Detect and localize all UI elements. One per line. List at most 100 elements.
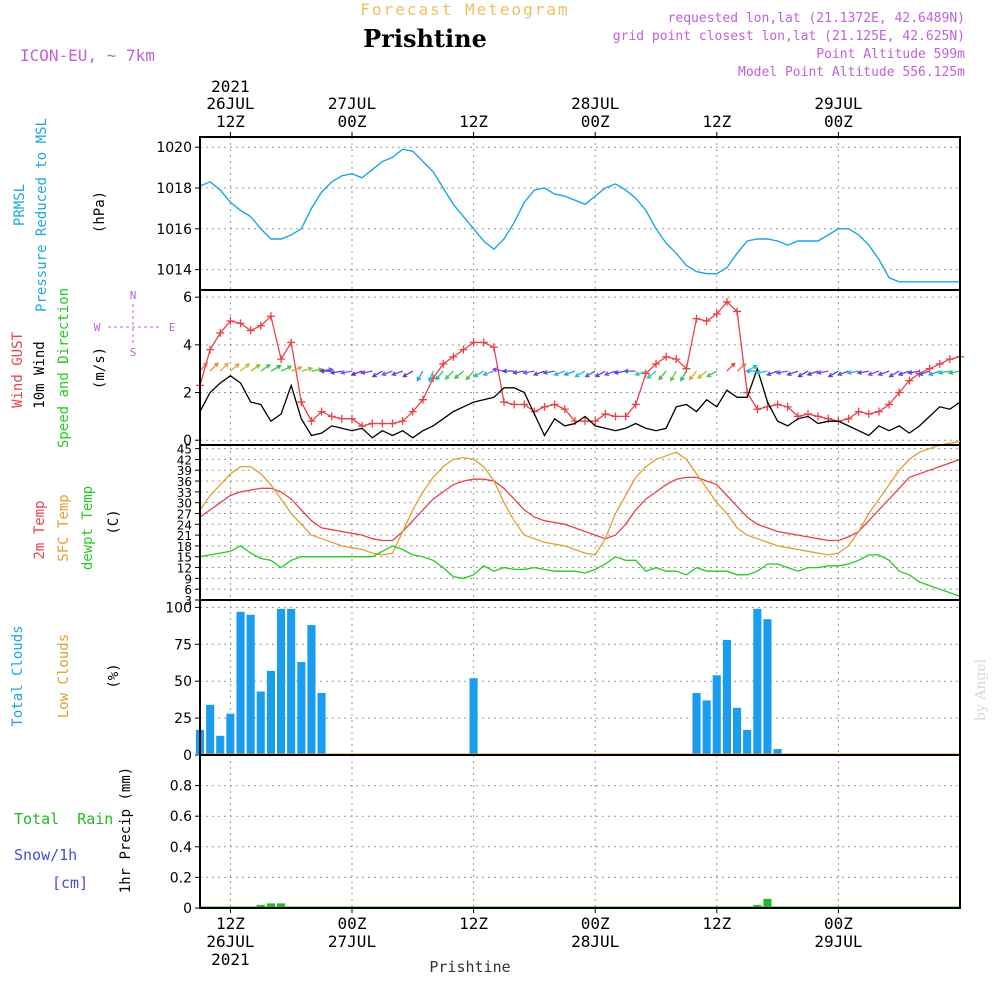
y-tick-label: 18 — [177, 540, 192, 554]
wind-arrow — [706, 370, 718, 378]
y-tick-label: 4 — [183, 338, 192, 354]
wind-arrow — [532, 370, 545, 377]
wind-arrow — [867, 370, 880, 377]
gust-marker — [864, 410, 873, 418]
total-clouds-label: Total Clouds — [10, 625, 26, 726]
wind-arrow — [563, 370, 576, 377]
gust-marker — [500, 398, 508, 407]
compass-w: W — [94, 321, 101, 334]
time-label-bottom: 12Z — [702, 914, 731, 933]
panel-pressure: 1014 1016 1018 1020 — [156, 136, 961, 291]
gust-marker — [266, 312, 275, 321]
time-label-bottom: 27JUL — [328, 932, 376, 951]
wind-arrow — [786, 370, 799, 377]
wind-arrow — [623, 368, 636, 374]
wind-arrow — [360, 369, 373, 375]
gust-marker — [712, 309, 721, 318]
y-tick-label: 1018 — [156, 181, 192, 197]
gust-marker — [408, 407, 417, 416]
footer-location: Prishtine — [429, 958, 510, 976]
gust-marker — [236, 319, 245, 328]
gust-marker — [540, 402, 549, 411]
wind-arrow — [319, 368, 332, 374]
gust-marker — [631, 400, 640, 409]
wind-arrow — [937, 369, 951, 375]
y-tick-label: 3 — [184, 594, 192, 608]
wind-arrow — [301, 366, 314, 372]
gust-marker — [216, 328, 225, 337]
bar — [753, 608, 762, 755]
gust-marker — [935, 359, 944, 368]
wind-arrow — [766, 370, 778, 377]
gust-marker — [520, 400, 529, 409]
temp-unit: (C) — [106, 509, 122, 534]
wind-arrow — [350, 370, 363, 377]
wind-arrow — [219, 362, 229, 372]
wind-arrow — [290, 366, 303, 372]
wind-arrow — [816, 369, 829, 375]
location-title: Prishtine — [363, 24, 487, 53]
wind-unit: (m/s) — [92, 347, 108, 389]
sfc-label: SFC Temp — [56, 494, 72, 561]
time-label-top: 28JUL — [571, 94, 619, 113]
y-tick-label: 12 — [177, 562, 192, 576]
series-sfc-temp — [199, 440, 961, 556]
time-label-top: 29JUL — [814, 94, 862, 113]
wind-arrow — [688, 370, 697, 381]
y-tick-label: 45 — [177, 443, 192, 457]
bar — [743, 729, 752, 755]
wind-arrow — [603, 370, 616, 377]
bar — [246, 614, 255, 755]
compass-e: E — [169, 321, 176, 334]
wind-arrow — [553, 370, 566, 377]
panel-precip: 0 0.2 0.4 0.6 0.8 — [170, 754, 961, 917]
gust-marker — [317, 407, 326, 416]
wind-label: 10m Wind — [32, 341, 48, 408]
bar — [236, 611, 245, 755]
bar — [266, 670, 275, 755]
gust-marker — [560, 405, 569, 414]
wind-arrow — [444, 370, 454, 380]
wind-arrow — [947, 369, 961, 375]
gust-marker — [337, 414, 346, 423]
y-tick-label: 50 — [174, 674, 192, 690]
y-tick-label: 1020 — [156, 140, 192, 156]
gust-marker — [368, 419, 377, 428]
compass-s: S — [130, 346, 137, 359]
y-tick-label: 75 — [174, 637, 192, 653]
gust-marker — [418, 395, 427, 404]
series-wind-gust — [199, 300, 961, 427]
wind-arrow — [522, 369, 535, 375]
gust-marker — [702, 317, 711, 325]
gust-marker — [895, 388, 904, 397]
wind-arrow — [856, 369, 869, 375]
wind-arrow — [755, 369, 768, 375]
snow-label: Snow/1h — [14, 846, 77, 864]
gust-marker — [874, 407, 883, 416]
bar — [722, 639, 731, 755]
compass-n: N — [130, 289, 137, 302]
y-tick-label: 9 — [184, 572, 192, 586]
gust-marker — [743, 388, 752, 397]
wind-arrow — [680, 370, 687, 382]
time-label-top: 26JUL — [206, 94, 254, 113]
gust-marker — [307, 417, 316, 426]
gust-marker — [226, 317, 235, 325]
time-label-bottom: 12Z — [459, 914, 488, 933]
wind-arrow — [209, 362, 219, 372]
wind-arrow — [416, 370, 424, 382]
bar — [763, 898, 772, 908]
gust-marker — [439, 359, 448, 368]
bar — [256, 691, 265, 755]
time-label-top: 12Z — [216, 112, 245, 131]
wind-arrow — [280, 365, 293, 372]
gust-marker — [773, 400, 782, 409]
panel-frame — [199, 136, 961, 291]
gust-marker — [246, 326, 255, 335]
wind-arrow — [329, 369, 343, 375]
time-label-bottom: 28JUL — [571, 932, 619, 951]
time-label-bottom: 26JUL — [206, 932, 254, 951]
gust-marker — [449, 352, 458, 361]
